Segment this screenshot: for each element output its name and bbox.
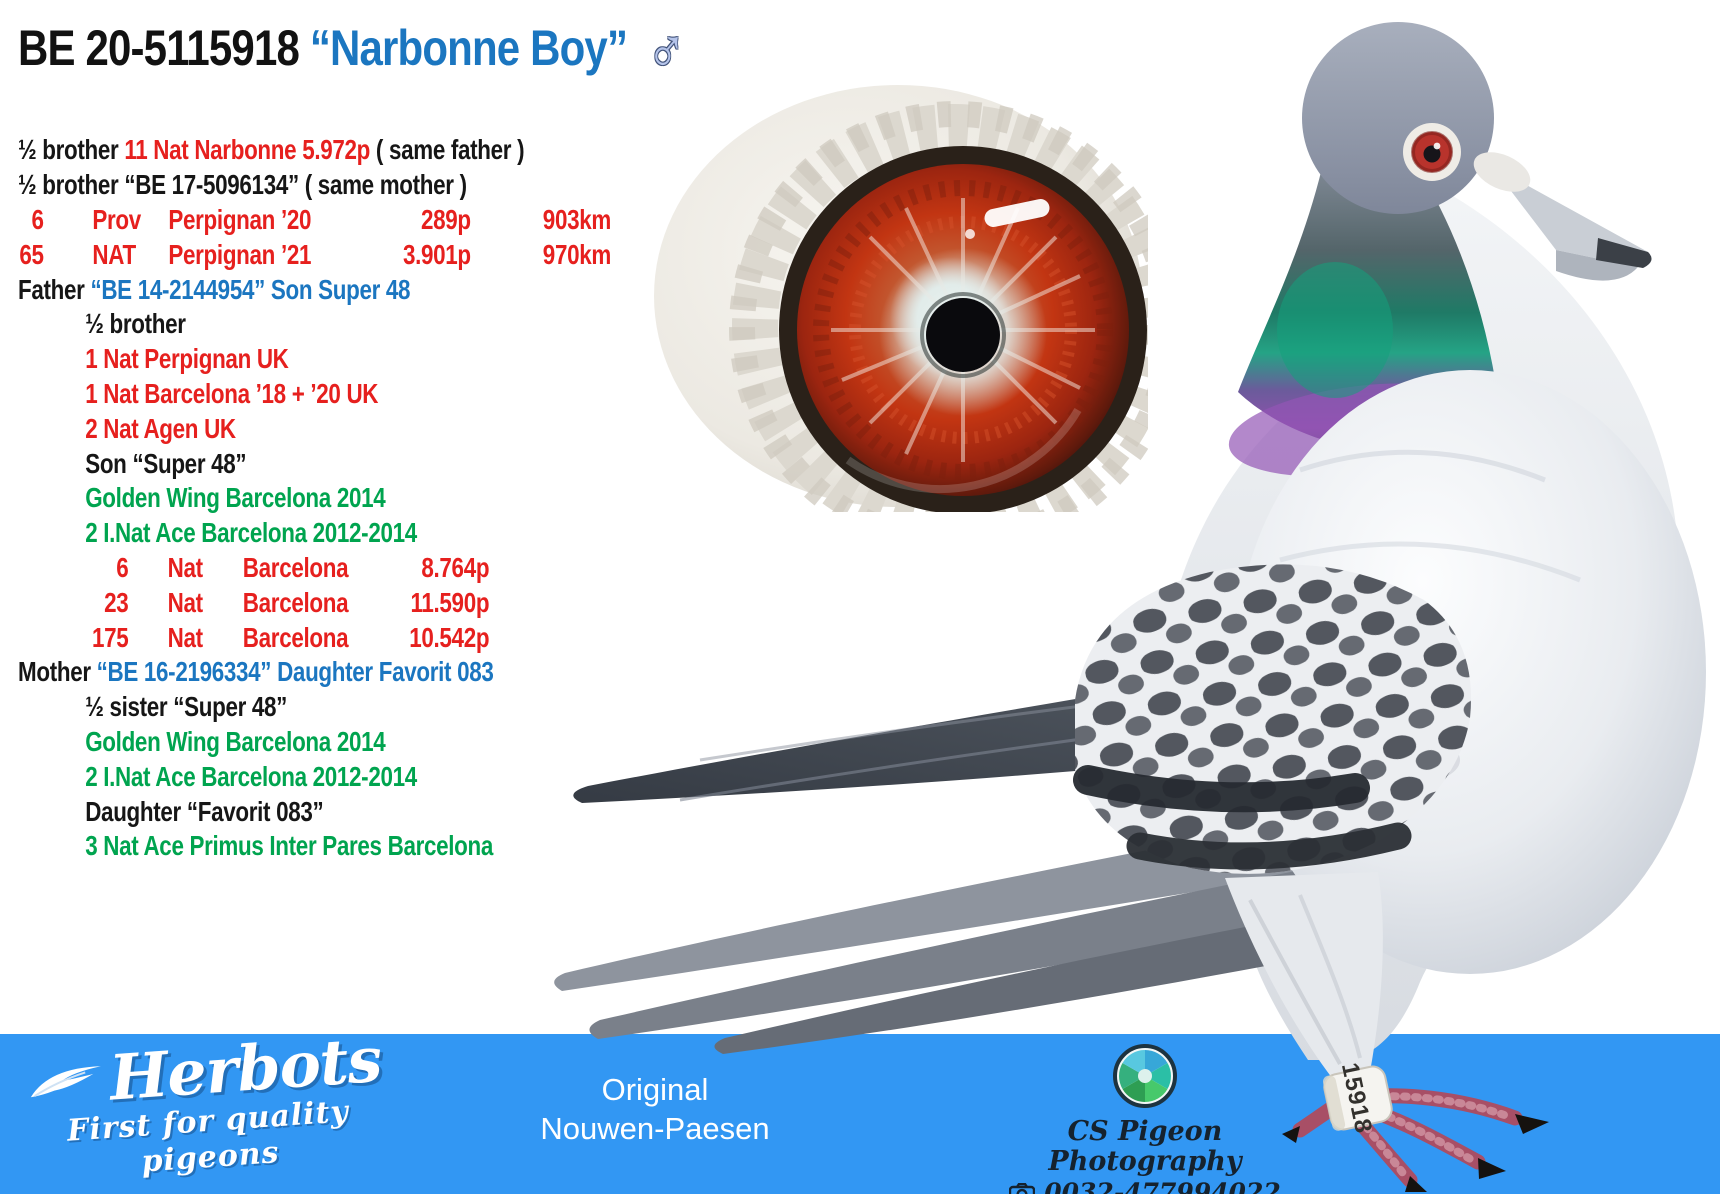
pigeon-breast — [1234, 370, 1706, 974]
feather-icon — [30, 1066, 101, 1098]
pedigree-line: Son “Super 48” — [85, 447, 247, 479]
mother-line: Mother “BE 16-2196334” Daughter Favorit … — [18, 656, 494, 688]
pedigree-line: Golden Wing Barcelona 2014 — [85, 482, 386, 514]
pedigree-line: Golden Wing Barcelona 2014 — [85, 725, 386, 757]
result-row: 23 Nat Barcelona 11.590p — [104, 586, 490, 618]
origin-text: Original Nouwen-Paesen — [505, 1070, 805, 1148]
result-row: 6 Prov Perpignan ’20 289p 903km — [31, 203, 611, 235]
pedigree-line: ½ brother — [85, 308, 186, 340]
pedigree-line: 1 Nat Perpignan UK — [85, 343, 289, 375]
photographer-credit: CS Pigeon Photography 0032-477994022 — [1000, 1044, 1290, 1194]
pedigree-line: 2 I.Nat Ace Barcelona 2012-2014 — [85, 517, 417, 549]
male-symbol-icon: ♂ — [646, 15, 686, 87]
aperture-logo-icon — [1113, 1044, 1177, 1108]
pigeon-eye — [1403, 123, 1461, 181]
pedigree-line: 1 Nat Barcelona ’18 + ’20 UK — [85, 377, 379, 409]
wing-bar — [1073, 765, 1370, 813]
pigeon-body — [1163, 160, 1679, 1060]
origin-line2: Nouwen-Paesen — [540, 1111, 770, 1146]
pedigree-block: ½ brother 11 Nat Narbonne 5.972p ( same … — [18, 133, 722, 864]
phone-number: 0032-477994022 — [1044, 1178, 1281, 1194]
result-row: 65 NAT Perpignan ’21 3.901p 970km — [19, 238, 611, 270]
eye-photo — [654, 85, 1148, 512]
herbots-logo: Herbots First for quality pigeons — [18, 1023, 397, 1188]
page-title: BE 20-5115918 “Narbonne Boy” ♂ — [18, 14, 687, 88]
pedigree-line: ½ sister “Super 48” — [85, 691, 288, 723]
pedigree-line: 2 Nat Agen UK — [85, 412, 236, 444]
pigeon-wing-shield — [1073, 564, 1472, 874]
ring-number: BE 20-5115918 — [18, 20, 300, 76]
pigeon-name: “Narbonne Boy” — [309, 20, 628, 76]
pigeon-head — [1302, 22, 1652, 281]
pedigree-line: Daughter “Favorit 083” — [85, 795, 324, 827]
result-row: 175 Nat Barcelona 10.542p — [91, 621, 490, 653]
cere — [1473, 152, 1531, 192]
wing-bar — [1126, 822, 1412, 870]
pedigree-line: 2 I.Nat Ace Barcelona 2012-2014 — [85, 760, 417, 792]
photographer-name: CS Pigeon Photography — [1048, 1116, 1242, 1177]
pigeon-neck — [1228, 141, 1502, 477]
pedigree-line: ½ brother “BE 17-5096134” ( same mother … — [18, 169, 467, 201]
eye-photo-graphic — [654, 85, 1148, 512]
pedigree-line: ½ brother 11 Nat Narbonne 5.972p ( same … — [18, 134, 525, 166]
origin-line1: Original — [601, 1072, 709, 1107]
beak — [1492, 166, 1652, 268]
pedigree-line: 3 Nat Ace Primus Inter Pares Barcelona — [85, 830, 494, 862]
father-line: Father “BE 14-2144954” Son Super 48 — [18, 273, 411, 305]
camera-icon — [1009, 1183, 1036, 1194]
result-row: 6 Nat Barcelona 8.764p — [116, 551, 490, 583]
